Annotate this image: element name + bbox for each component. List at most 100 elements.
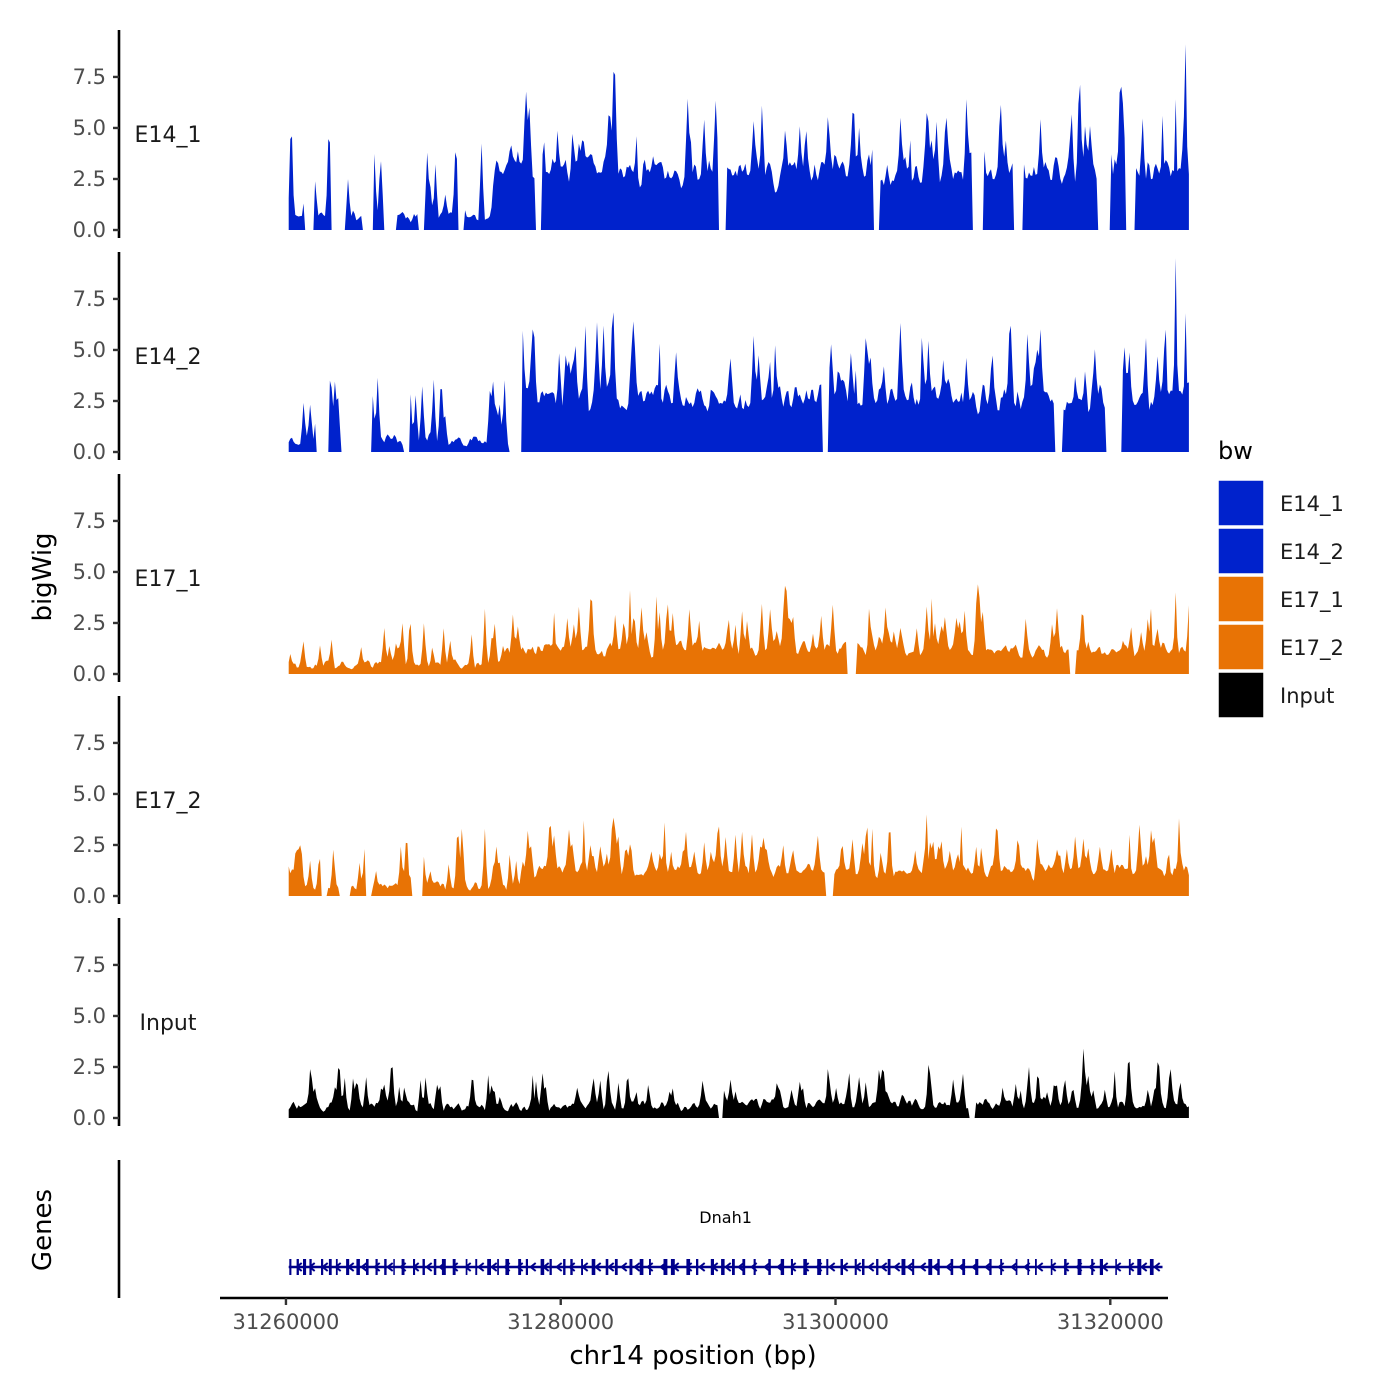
exon — [1149, 1259, 1154, 1275]
exon — [356, 1259, 360, 1275]
exon — [328, 1259, 332, 1275]
strand-arrow — [1036, 1262, 1044, 1272]
strand-arrow — [451, 1262, 459, 1272]
signal-area-input — [288, 1048, 1189, 1118]
signal-area-e17_2 — [288, 814, 1189, 896]
strand-arrow — [477, 1262, 485, 1272]
y-tick-label: 0.0 — [73, 662, 106, 686]
exon — [505, 1259, 510, 1275]
y-tick-label: 2.5 — [73, 389, 106, 413]
strand-arrow — [945, 1262, 953, 1272]
exon — [962, 1259, 966, 1275]
exon — [928, 1259, 933, 1275]
exon — [591, 1259, 596, 1275]
exon — [862, 1259, 865, 1275]
signal-area-e14_1 — [288, 44, 1189, 230]
y-tick-label: 7.5 — [73, 731, 106, 755]
exon — [1128, 1259, 1131, 1275]
exon — [854, 1259, 857, 1275]
exon — [581, 1259, 583, 1275]
strand-arrow — [1127, 1262, 1135, 1272]
exon — [826, 1259, 829, 1275]
x-tick-label: 31300000 — [782, 1310, 889, 1334]
signal-panels: 0.0 2.5 5.0 7.5 E14_1 0.0 2.5 5.0 7.5 E14_2 0.0 2.5… — [73, 30, 1189, 1130]
legend-label-input: Input — [1280, 684, 1334, 708]
y-tick-label: 7.5 — [73, 953, 106, 977]
track-label-e14_2: E14_2 — [135, 345, 202, 370]
exon — [289, 1259, 292, 1275]
x-tick-label: 31320000 — [1057, 1310, 1164, 1334]
exon — [309, 1259, 312, 1275]
exon — [732, 1259, 735, 1275]
legend-label-e17_2: E17_2 — [1280, 636, 1344, 661]
y-tick-label: 5.0 — [73, 560, 106, 584]
track-label-e17_1: E17_1 — [135, 567, 202, 592]
y-tick-label: 0.0 — [73, 440, 106, 464]
strand-arrow — [633, 1262, 641, 1272]
exon — [989, 1259, 992, 1275]
track-panel-input: 0.0 2.5 5.0 7.5 Input — [73, 918, 1189, 1130]
exon — [422, 1259, 425, 1275]
signal-area-e17_1 — [288, 584, 1189, 674]
strand-arrow — [984, 1262, 992, 1272]
exon — [563, 1259, 566, 1275]
y-axis-title: bigWig — [28, 532, 58, 621]
y-tick-label: 2.5 — [73, 167, 106, 191]
y-tick-label: 0.0 — [73, 218, 106, 242]
exon — [1115, 1259, 1117, 1275]
exon — [912, 1259, 915, 1275]
strand-arrow — [1140, 1262, 1148, 1272]
exon — [393, 1259, 395, 1275]
legend-label-e14_1: E14_1 — [1280, 492, 1344, 517]
exon — [303, 1259, 307, 1275]
track-panel-e17_2: 0.0 2.5 5.0 7.5 E17_2 — [73, 696, 1189, 908]
strand-arrow — [763, 1262, 771, 1272]
exon — [710, 1259, 714, 1275]
strand-arrow — [607, 1262, 615, 1272]
legend-label-e17_1: E17_1 — [1280, 588, 1344, 613]
y-tick-label: 7.5 — [73, 287, 106, 311]
exon — [296, 1259, 299, 1275]
exon — [605, 1259, 609, 1275]
exon — [742, 1259, 746, 1275]
exon — [452, 1259, 456, 1275]
strand-arrow — [620, 1262, 628, 1272]
exon — [384, 1259, 387, 1275]
exon — [1077, 1259, 1082, 1275]
exon — [937, 1259, 940, 1275]
signal-area-e14_2 — [288, 258, 1189, 452]
strand-arrow — [529, 1262, 537, 1272]
exon — [465, 1259, 468, 1275]
exon — [497, 1259, 499, 1275]
exon — [663, 1259, 668, 1275]
y-tick-label: 2.5 — [73, 1055, 106, 1079]
strand-arrow — [464, 1262, 472, 1272]
track-panel-e14_2: 0.0 2.5 5.0 7.5 E14_2 — [73, 252, 1189, 464]
gene-panel: Dnah1 — [117, 1160, 1163, 1298]
exon — [803, 1259, 807, 1275]
strand-arrow — [737, 1262, 745, 1272]
exon — [321, 1259, 324, 1275]
x-tick-label: 31280000 — [507, 1310, 614, 1334]
exon — [721, 1259, 725, 1275]
exon — [1050, 1259, 1053, 1275]
y-tick-label: 5.0 — [73, 782, 106, 806]
strand-arrow — [932, 1262, 940, 1272]
y-tick-label: 5.0 — [73, 116, 106, 140]
exon — [901, 1259, 906, 1275]
strand-arrow — [724, 1262, 732, 1272]
strand-arrow — [1049, 1262, 1057, 1272]
exon — [475, 1259, 478, 1275]
exon — [375, 1259, 378, 1275]
exon — [753, 1259, 756, 1275]
exon — [366, 1259, 369, 1275]
strand-arrow — [334, 1262, 342, 1272]
exon — [614, 1259, 618, 1275]
exon — [346, 1259, 350, 1275]
legend: bw E14_1 E14_2 E17_1 E17_2 Input — [1217, 437, 1344, 719]
legend-swatch-e14_1 — [1217, 479, 1265, 527]
y-tick-label: 7.5 — [73, 65, 106, 89]
strand-arrow — [867, 1262, 875, 1272]
strand-arrow — [386, 1262, 394, 1272]
exon — [876, 1259, 879, 1275]
